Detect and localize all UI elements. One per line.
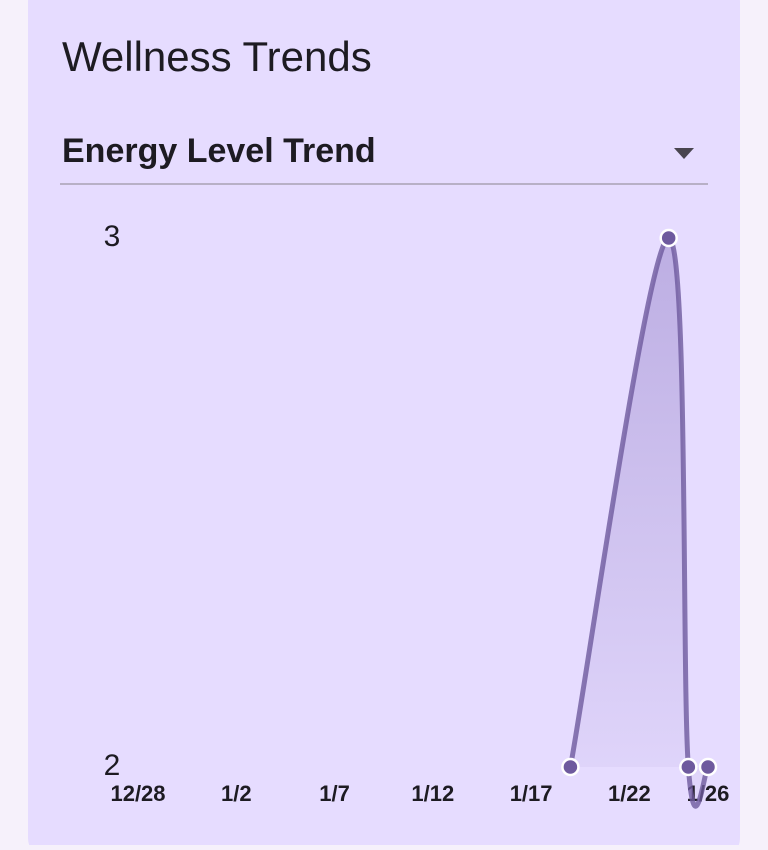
point bbox=[659, 228, 678, 248]
line bbox=[567, 235, 711, 809]
x-tick-label: 12/28 bbox=[110, 781, 165, 806]
point bbox=[698, 757, 718, 777]
x-tick-label: 1/17 bbox=[510, 781, 553, 806]
point bbox=[679, 757, 698, 777]
y-tick-label: 2 bbox=[104, 749, 121, 782]
x-tick-label: 1/12 bbox=[411, 781, 454, 806]
card bbox=[28, 0, 740, 850]
card-title: Wellness Trends bbox=[62, 33, 372, 80]
y-tick-label: 3 bbox=[104, 220, 121, 253]
x-tick-label: 1/7 bbox=[319, 781, 350, 806]
dropdown-label[interactable]: Energy Level Trend bbox=[62, 132, 376, 170]
x-tick-label: 1/22 bbox=[608, 781, 651, 806]
point bbox=[561, 757, 580, 777]
x-tick-label: 1/2 bbox=[221, 781, 252, 806]
area bbox=[570, 238, 708, 807]
dropdown-arrow[interactable] bbox=[674, 148, 694, 159]
